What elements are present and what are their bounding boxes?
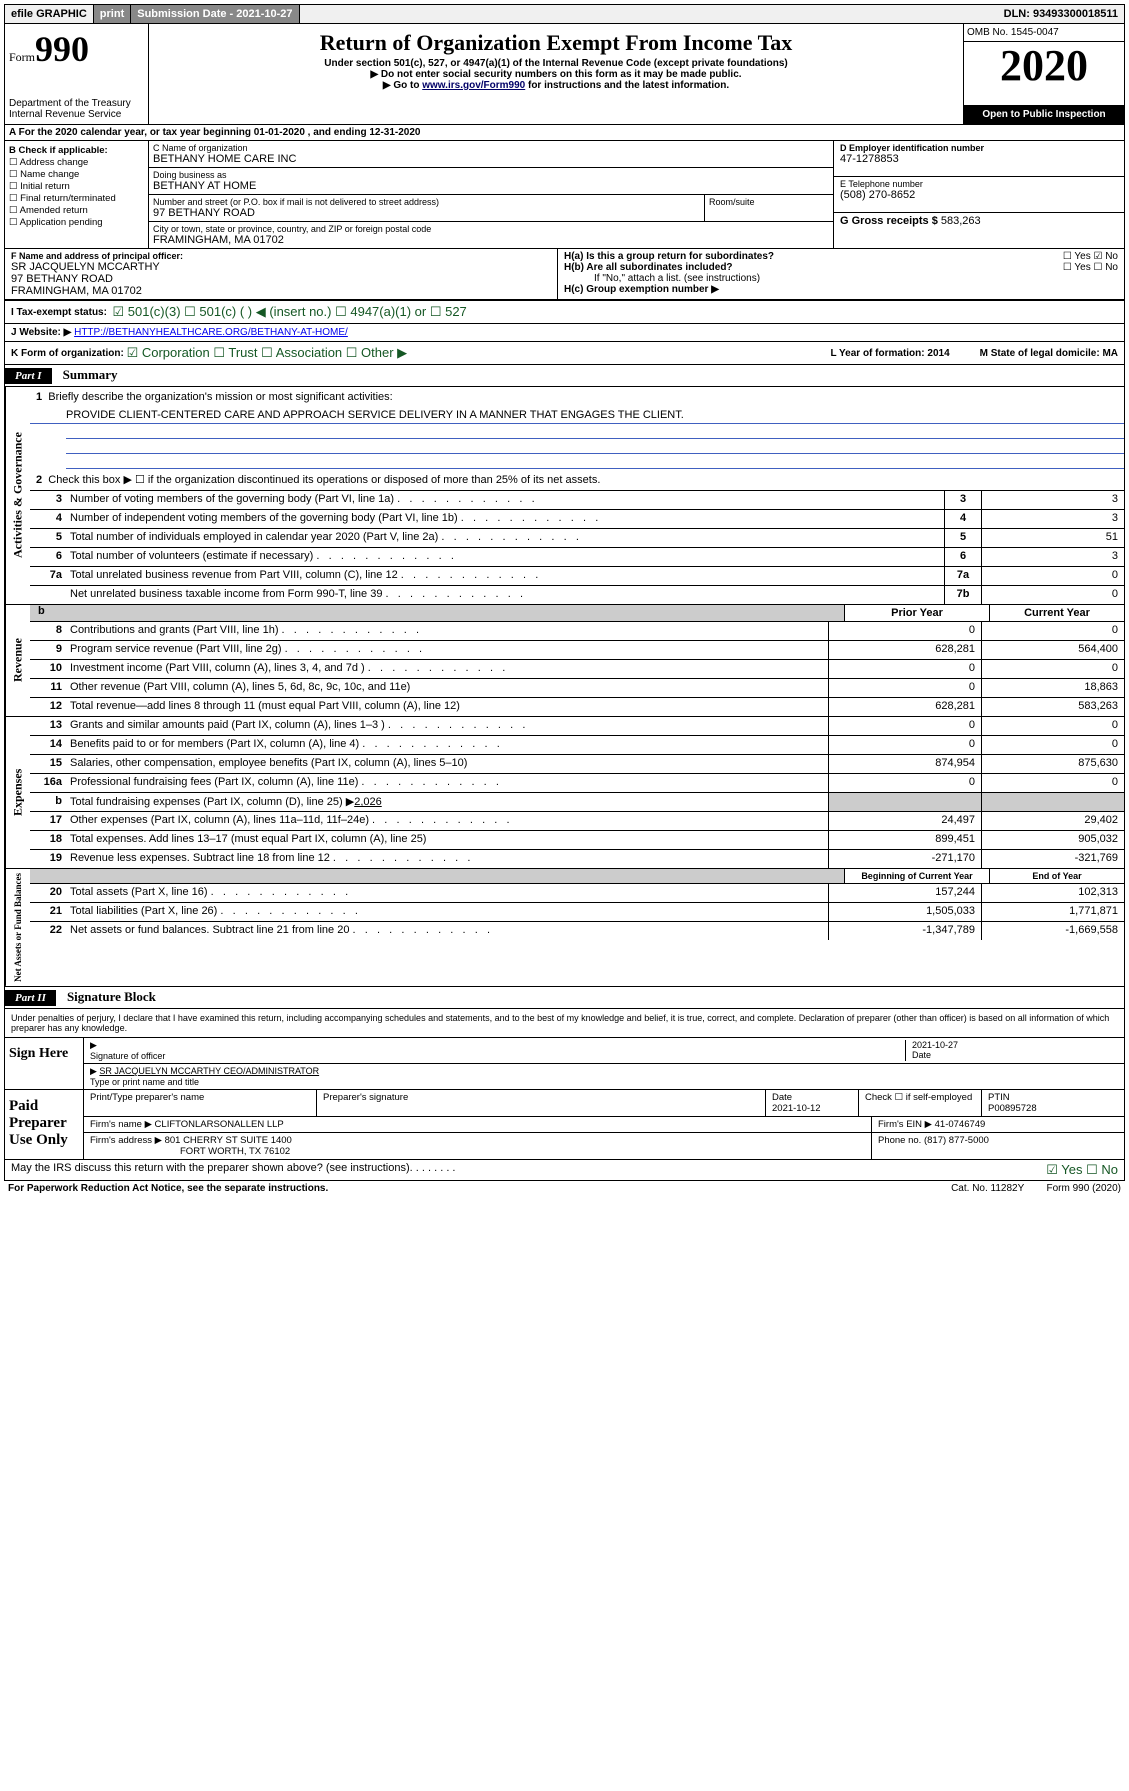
tab-net-assets: Net Assets or Fund Balances bbox=[5, 869, 30, 986]
dba-name: BETHANY AT HOME bbox=[153, 180, 829, 192]
page-footer: For Paperwork Reduction Act Notice, see … bbox=[4, 1181, 1125, 1196]
cb-amended-return[interactable]: ☐ Amended return bbox=[9, 205, 144, 216]
form-subtitle: Under section 501(c), 527, or 4947(a)(1)… bbox=[157, 58, 955, 69]
sig-date: 2021-10-27 bbox=[912, 1040, 1112, 1050]
form-note-1: ▶ Do not enter social security numbers o… bbox=[157, 69, 955, 80]
perjury-statement: Under penalties of perjury, I declare th… bbox=[5, 1009, 1124, 1037]
suite-label: Room/suite bbox=[709, 197, 829, 207]
form-note-2: ▶ Go to www.irs.gov/Form990 for instruct… bbox=[157, 80, 955, 91]
print-button[interactable]: print bbox=[94, 5, 131, 23]
box-c: C Name of organization BETHANY HOME CARE… bbox=[149, 141, 833, 248]
officer-printed-name: SR JACQUELYN MCCARTHY CEO/ADMINISTRATOR bbox=[99, 1066, 319, 1076]
tab-governance: Activities & Governance bbox=[5, 387, 30, 604]
cb-initial-return[interactable]: ☐ Initial return bbox=[9, 181, 144, 192]
tab-revenue: Revenue bbox=[5, 605, 30, 716]
tab-expenses: Expenses bbox=[5, 717, 30, 868]
row-i: I Tax-exempt status: ☑ 501(c)(3) ☐ 501(c… bbox=[5, 300, 1124, 324]
signature-block: Sign Here ▶Signature of officer 2021-10-… bbox=[4, 1038, 1125, 1090]
dept-label: Department of the Treasury Internal Reve… bbox=[9, 98, 144, 120]
firm-ein: 41-0746749 bbox=[935, 1119, 986, 1130]
omb-number: OMB No. 1545-0047 bbox=[964, 24, 1124, 42]
ptin: P00895728 bbox=[988, 1103, 1037, 1114]
firm-phone: (817) 877-5000 bbox=[924, 1135, 989, 1146]
efile-label: efile GRAPHIC bbox=[5, 5, 94, 23]
part-2-header: Part II bbox=[5, 990, 56, 1006]
part-1-header: Part I bbox=[5, 368, 52, 384]
dln-label: DLN: 93493300018511 bbox=[998, 5, 1124, 23]
cb-name-change[interactable]: ☐ Name change bbox=[9, 169, 144, 180]
row-a-period: A For the 2020 calendar year, or tax yea… bbox=[5, 125, 1124, 141]
box-h: H(a) Is this a group return for subordin… bbox=[558, 249, 1124, 299]
tax-year: 2020 bbox=[964, 42, 1124, 92]
org-name: BETHANY HOME CARE INC bbox=[153, 153, 829, 165]
line3-val: 3 bbox=[981, 491, 1124, 509]
mission-text: PROVIDE CLIENT-CENTERED CARE AND APPROAC… bbox=[30, 407, 1124, 424]
website-link[interactable]: HTTP://BETHANYHEALTHCARE.ORG/BETHANY-AT-… bbox=[74, 327, 348, 338]
officer-name: SR JACQUELYN MCCARTHY bbox=[11, 261, 551, 273]
form-title: Return of Organization Exempt From Incom… bbox=[157, 30, 955, 56]
box-f: F Name and address of principal officer:… bbox=[5, 249, 558, 299]
open-public-badge: Open to Public Inspection bbox=[964, 105, 1124, 124]
telephone: (508) 270-8652 bbox=[840, 189, 1118, 201]
form-number: Form990 bbox=[9, 28, 144, 70]
box-b: B Check if applicable: ☐ Address change … bbox=[5, 141, 149, 248]
cb-application-pending[interactable]: ☐ Application pending bbox=[9, 217, 144, 228]
irs-link[interactable]: www.irs.gov/Form990 bbox=[422, 80, 525, 91]
year-formation: L Year of formation: 2014 bbox=[831, 348, 950, 359]
paid-preparer-block: Paid Preparer Use Only Print/Type prepar… bbox=[4, 1090, 1125, 1160]
gross-receipts: 583,263 bbox=[941, 215, 981, 227]
preparer-date: 2021-10-12 bbox=[772, 1103, 821, 1114]
cb-final-return[interactable]: ☐ Final return/terminated bbox=[9, 193, 144, 204]
cb-address-change[interactable]: ☐ Address change bbox=[9, 157, 144, 168]
ein-value: 47-1278853 bbox=[840, 153, 1118, 165]
city-state-zip: FRAMINGHAM, MA 01702 bbox=[153, 234, 829, 246]
form-body: Form990 Department of the Treasury Inter… bbox=[4, 24, 1125, 1038]
street-address: 97 BETHANY ROAD bbox=[153, 207, 700, 219]
row-k: K Form of organization: ☑ Corporation ☐ … bbox=[5, 342, 1124, 365]
row-j: J Website: ▶ HTTP://BETHANYHEALTHCARE.OR… bbox=[5, 324, 1124, 342]
submission-date: Submission Date - 2021-10-27 bbox=[131, 5, 299, 23]
firm-name: CLIFTONLARSONALLEN LLP bbox=[155, 1119, 284, 1130]
state-domicile: M State of legal domicile: MA bbox=[980, 348, 1118, 359]
discuss-row: May the IRS discuss this return with the… bbox=[4, 1160, 1125, 1181]
top-toolbar: efile GRAPHIC print Submission Date - 20… bbox=[4, 4, 1125, 24]
box-d: D Employer identification number 47-1278… bbox=[833, 141, 1124, 248]
